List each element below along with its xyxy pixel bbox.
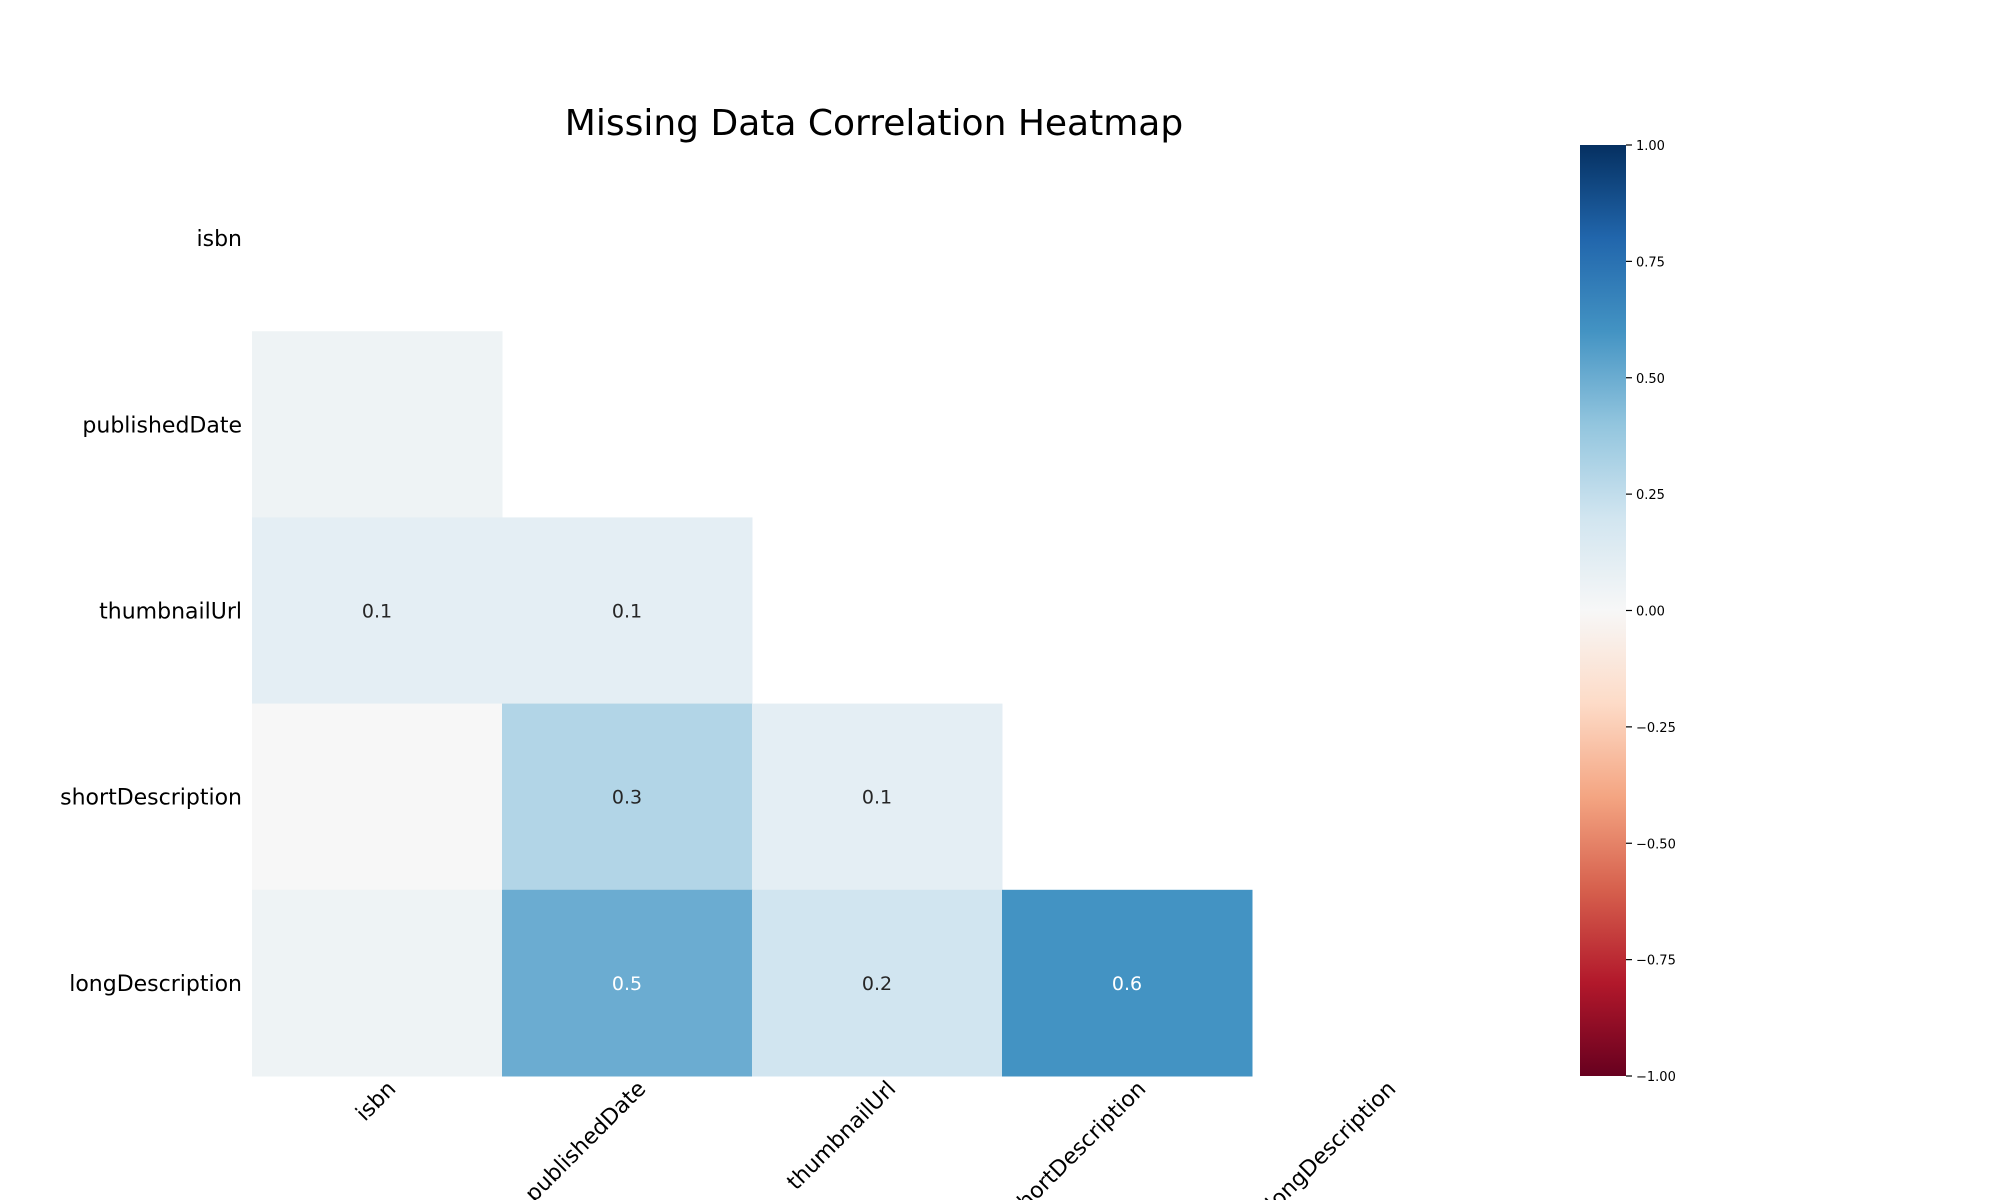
row-label: longDescription [69, 972, 242, 997]
cell-annotations: 0.1 0.1 0.3 0.1 0.5 0.2 0.6 [362, 601, 1142, 995]
colorbar-tick-label: 0.50 [1636, 372, 1665, 387]
cell-value-label: 0.2 [862, 973, 892, 995]
heatmap-cell [252, 703, 503, 891]
colorbar-tick-label: −0.25 [1636, 721, 1676, 736]
heatmap-cell [752, 703, 1003, 891]
cell-value-label: 0.1 [612, 601, 642, 623]
row-label: thumbnailUrl [99, 600, 242, 625]
cell-value-label: 0.3 [612, 787, 642, 809]
row-label: publishedDate [82, 413, 242, 438]
colorbar-tick-label: 0.00 [1636, 605, 1665, 620]
heatmap-cell [752, 889, 1003, 1077]
colorbar-tick-label: 1.00 [1636, 139, 1665, 154]
cell-value-label: 0.5 [612, 973, 642, 995]
column-label: longDescription [1261, 1077, 1401, 1200]
cell-value-label: 0.6 [1112, 973, 1142, 995]
heatmap-cell [252, 889, 503, 1077]
row-label: shortDescription [60, 786, 242, 811]
cell-value-label: 0.1 [862, 787, 892, 809]
colorbar-tick-label: −1.00 [1636, 1070, 1676, 1085]
row-label: isbn [197, 227, 242, 252]
colorbar-tick-label: −0.50 [1636, 837, 1676, 852]
colorbar-tick-label: −0.75 [1636, 954, 1676, 969]
heatmap-cell [1002, 889, 1253, 1077]
column-label: isbn [351, 1077, 401, 1127]
colorbar-ticks: 1.00 0.75 0.50 0.25 0.00 −0.25 −0.50 −0.75 −1.00 [1626, 139, 1676, 1085]
colorbar-gradient [1580, 145, 1626, 1076]
column-label: shortDescription [1005, 1077, 1151, 1200]
heatmap-cell [252, 517, 503, 705]
colorbar-tick-label: 0.75 [1636, 255, 1665, 270]
heatmap-cell [502, 517, 753, 705]
colorbar-tick-label: 0.25 [1636, 488, 1665, 503]
heatmap-cells [252, 331, 1253, 1077]
heatmap-cell [502, 889, 753, 1077]
heatmap-cell [252, 331, 503, 518]
heatmap-cell [502, 703, 753, 891]
row-labels: isbn publishedDate thumbnailUrl shortDescri… [60, 227, 242, 997]
column-label: thumbnailUrl [783, 1077, 902, 1196]
cell-value-label: 0.1 [362, 601, 392, 623]
column-labels: isbn publishedDate thumbnailUrl shortDescri… [351, 1077, 1401, 1200]
colorbar: 1.00 0.75 0.50 0.25 0.00 −0.25 −0.50 −0.75 −1.00 [1580, 139, 1676, 1085]
column-label: publishedDate [521, 1077, 652, 1200]
chart-title: Missing Data Correlation Heatmap [565, 103, 1183, 144]
